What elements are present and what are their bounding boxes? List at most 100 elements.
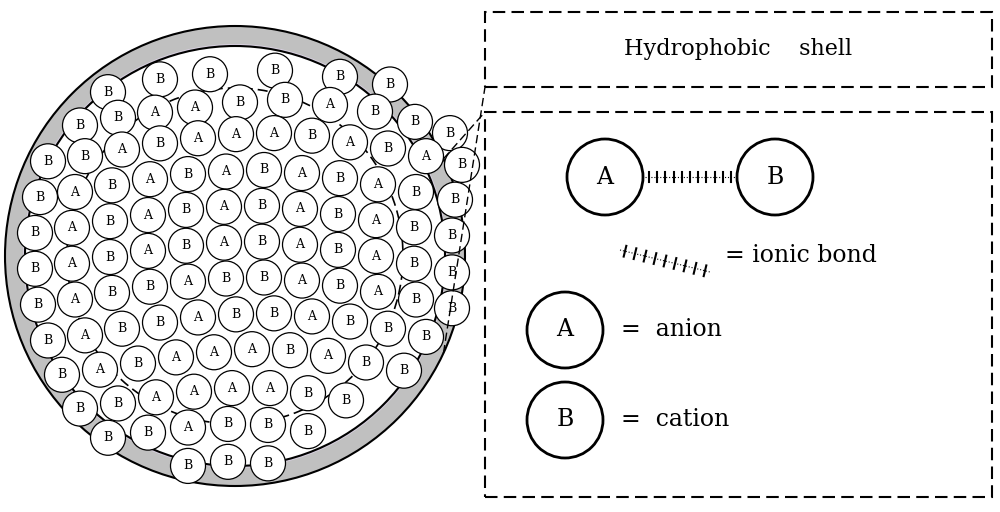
- Circle shape: [170, 410, 206, 445]
- Text: B: B: [143, 426, 153, 439]
- Circle shape: [397, 104, 432, 139]
- Text: B: B: [333, 243, 343, 257]
- Circle shape: [92, 240, 128, 274]
- Text: B: B: [257, 235, 267, 248]
- Circle shape: [215, 371, 250, 406]
- Circle shape: [130, 233, 166, 268]
- Circle shape: [209, 261, 244, 296]
- Circle shape: [158, 340, 193, 375]
- Circle shape: [68, 139, 103, 174]
- Circle shape: [138, 380, 174, 415]
- Circle shape: [176, 374, 212, 409]
- Text: B: B: [383, 142, 393, 155]
- Text: B: B: [445, 126, 455, 140]
- Text: B: B: [333, 207, 343, 221]
- Text: B: B: [341, 394, 351, 407]
- Circle shape: [312, 88, 348, 122]
- Text: A: A: [232, 127, 240, 141]
- Circle shape: [256, 116, 292, 151]
- Text: B: B: [155, 73, 165, 86]
- Text: B: B: [75, 402, 85, 415]
- Circle shape: [328, 383, 364, 418]
- Circle shape: [438, 182, 473, 217]
- Circle shape: [58, 282, 92, 317]
- Text: A: A: [118, 143, 126, 156]
- Text: B: B: [113, 111, 123, 124]
- Text: B: B: [257, 199, 267, 212]
- Text: =  anion: = anion: [621, 318, 722, 342]
- Text: B: B: [30, 262, 40, 275]
- Circle shape: [218, 297, 254, 332]
- Text: Hydrophobic    shell: Hydrophobic shell: [624, 38, 853, 60]
- Circle shape: [104, 132, 140, 167]
- Text: B: B: [447, 229, 457, 242]
- Circle shape: [310, 338, 346, 373]
- Text: B: B: [335, 279, 345, 292]
- Circle shape: [178, 90, 213, 125]
- Circle shape: [246, 153, 282, 187]
- Circle shape: [250, 408, 286, 442]
- Circle shape: [180, 300, 216, 335]
- Text: A: A: [172, 351, 180, 364]
- Text: B: B: [33, 298, 43, 311]
- Circle shape: [323, 161, 358, 196]
- Text: B: B: [107, 286, 117, 300]
- Circle shape: [30, 144, 66, 179]
- Text: A: A: [372, 249, 380, 263]
- Text: = ionic bond: = ionic bond: [725, 244, 877, 267]
- Text: A: A: [152, 391, 160, 404]
- Circle shape: [432, 116, 468, 151]
- Circle shape: [211, 444, 246, 479]
- Text: B: B: [103, 86, 113, 99]
- Circle shape: [283, 227, 318, 262]
- Circle shape: [527, 382, 603, 458]
- Circle shape: [323, 59, 358, 94]
- Circle shape: [386, 353, 422, 388]
- Text: B: B: [303, 387, 313, 400]
- Text: B: B: [766, 165, 784, 188]
- Circle shape: [170, 449, 206, 483]
- Text: B: B: [103, 431, 113, 444]
- Circle shape: [290, 414, 326, 449]
- Text: A: A: [222, 165, 231, 178]
- Text: B: B: [410, 115, 420, 129]
- Text: A: A: [372, 214, 380, 227]
- Circle shape: [30, 323, 66, 358]
- Circle shape: [100, 386, 136, 421]
- Text: B: B: [223, 417, 233, 431]
- Circle shape: [290, 376, 326, 411]
- Text: A: A: [296, 238, 304, 251]
- Text: A: A: [266, 381, 274, 395]
- Circle shape: [209, 154, 244, 189]
- Circle shape: [18, 216, 52, 250]
- Circle shape: [234, 332, 270, 367]
- Circle shape: [250, 446, 286, 481]
- Text: B: B: [370, 105, 380, 118]
- Circle shape: [444, 147, 480, 182]
- Text: A: A: [150, 106, 160, 119]
- Circle shape: [207, 189, 242, 224]
- Text: B: B: [345, 315, 355, 328]
- Circle shape: [218, 117, 254, 152]
- Text: B: B: [43, 334, 53, 347]
- Circle shape: [358, 203, 394, 238]
- Text: B: B: [303, 424, 313, 438]
- Circle shape: [252, 371, 288, 406]
- Text: B: B: [133, 357, 143, 370]
- Text: A: A: [144, 208, 152, 222]
- Circle shape: [285, 156, 320, 190]
- Circle shape: [143, 305, 178, 340]
- Text: B: B: [183, 459, 193, 473]
- Circle shape: [192, 57, 228, 92]
- Text: A: A: [422, 150, 430, 163]
- Text: B: B: [113, 397, 123, 410]
- Text: B: B: [155, 137, 165, 150]
- Circle shape: [94, 275, 130, 310]
- Text: B: B: [105, 250, 115, 264]
- Circle shape: [321, 232, 356, 267]
- Circle shape: [22, 180, 58, 215]
- Circle shape: [360, 274, 396, 309]
- Text: B: B: [270, 64, 280, 77]
- Circle shape: [23, 44, 447, 468]
- Circle shape: [370, 311, 406, 346]
